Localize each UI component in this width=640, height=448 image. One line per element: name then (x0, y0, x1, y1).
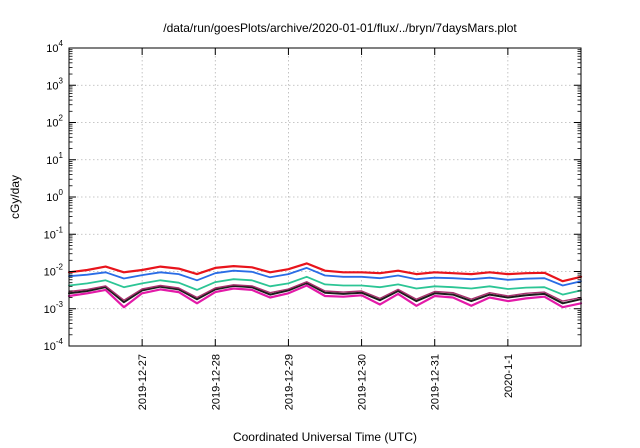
chart-title: /data/run/goesPlots/archive/2020-01-01/f… (163, 21, 517, 35)
series-layer (67, 262, 583, 309)
x-tick-label: 2020-1-1 (503, 354, 515, 398)
series-line-4 (67, 284, 583, 309)
y-tick-label: 103 (46, 76, 63, 92)
x-tick-label: 2019-12-30 (357, 354, 369, 410)
x-tick-label: 2019-12-28 (210, 354, 222, 410)
y-tick-exponent: -3 (56, 300, 64, 309)
y-tick-label: 10-2 (44, 263, 64, 279)
y-tick-exponent: -1 (56, 225, 64, 234)
y-tick-exponent: -2 (56, 263, 64, 272)
series-line-5 (68, 282, 582, 305)
series-line-2 (68, 266, 582, 287)
y-tick-exponent: 1 (59, 151, 64, 160)
series-line-3 (68, 275, 582, 296)
y-tick-exponent: 3 (59, 76, 64, 85)
series-line-6 (68, 281, 582, 302)
y-tick-label: 104 (46, 39, 63, 55)
series-line-1 (67, 262, 583, 283)
y-tick-exponent: 2 (59, 114, 64, 123)
x-tick-label: 2019-12-27 (137, 354, 149, 410)
x-tick-label: 2019-12-31 (430, 354, 442, 410)
y-tick-label: 10-4 (44, 337, 64, 353)
x-axis-ticks: 2019-12-27 2019-12-28 2019-12-29 2019-12-30… (137, 48, 515, 410)
y-tick-label: 100 (46, 188, 63, 204)
y-tick-label: 10-1 (44, 225, 64, 241)
y-axis-label: cGy/day (8, 175, 22, 219)
y-tick-exponent: 4 (59, 39, 64, 48)
x-axis-label: Coordinated Universal Time (UTC) (233, 430, 417, 444)
y-tick-label: 10-3 (44, 300, 64, 316)
x-tick-label: 2019-12-29 (283, 354, 295, 410)
y-tick-exponent: 0 (59, 188, 64, 197)
y-tick-label: 102 (46, 114, 63, 130)
y-tick-label: 101 (46, 151, 63, 167)
y-tick-exponent: -4 (56, 337, 64, 346)
